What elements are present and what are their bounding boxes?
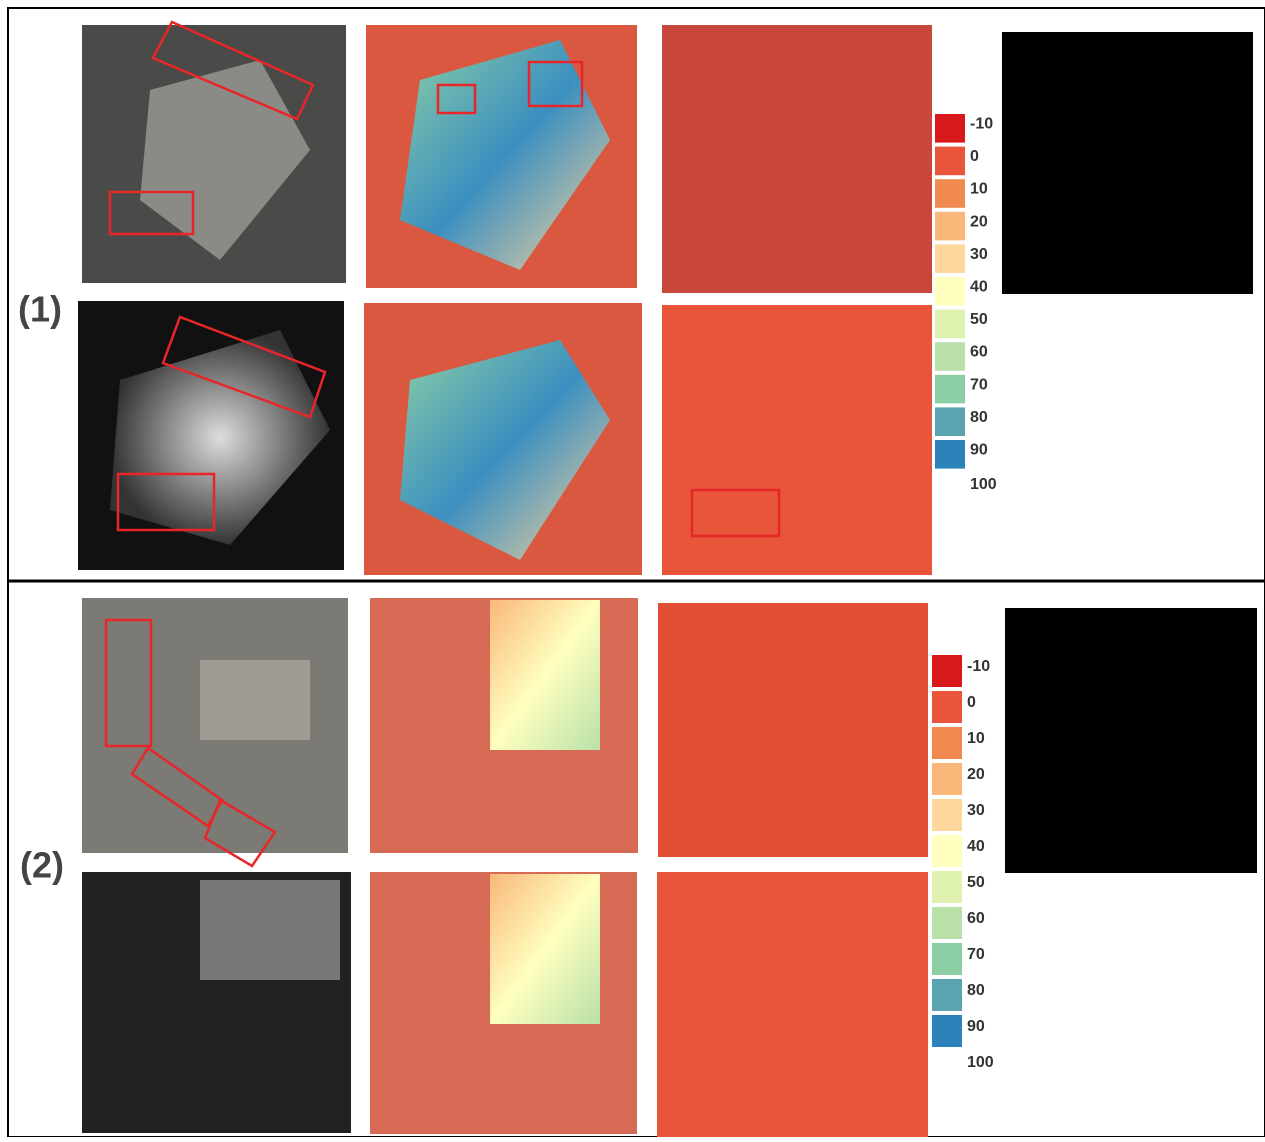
- legend-swatch: [935, 146, 965, 176]
- legend-label: 0: [967, 694, 976, 711]
- legend-label: 10: [970, 181, 988, 198]
- legend-label: 70: [967, 946, 985, 963]
- legend-swatch: [932, 727, 962, 759]
- building: [110, 330, 330, 545]
- legend-swatch: [932, 1015, 962, 1047]
- legend-swatch: [932, 691, 962, 723]
- legend-swatch: [932, 907, 962, 939]
- legend: -10 0 10 20 30 40 50 60 70 80 90 100: [932, 655, 994, 1071]
- legend-label: 60: [970, 344, 988, 361]
- legend-label: -10: [970, 116, 993, 133]
- legend-label: 90: [970, 442, 988, 459]
- legend-swatch: [932, 835, 962, 867]
- legend-label: 90: [967, 1018, 985, 1035]
- legend-label: 30: [967, 802, 985, 819]
- legend-swatch: [935, 114, 965, 143]
- building: [400, 40, 610, 270]
- binary-mask: [1002, 32, 1253, 294]
- legend-label: 40: [967, 838, 985, 855]
- highlight-box: [527, 60, 584, 108]
- legend-swatch: [935, 277, 965, 306]
- legend-label: 40: [970, 279, 988, 296]
- legend-label: 80: [967, 982, 985, 999]
- legend-label: 30: [970, 246, 988, 263]
- building: [490, 874, 600, 1024]
- panel-1: (1) -10 0 10 20 30 40 50 60 70 80 90 100: [18, 20, 1253, 575]
- building: [200, 880, 340, 980]
- legend-label: 100: [967, 1054, 994, 1071]
- legend-swatch: [935, 407, 965, 436]
- legend-label: 100: [970, 476, 997, 493]
- highlight-box: [690, 488, 781, 538]
- highlight-box: [151, 20, 315, 121]
- legend-swatch: [935, 211, 965, 241]
- legend-swatch: [932, 871, 962, 903]
- highlight-box: [104, 618, 153, 748]
- highlight-box: [161, 315, 327, 419]
- highlight-box: [108, 190, 195, 236]
- error-map: [658, 603, 928, 857]
- legend-swatch: [935, 309, 965, 339]
- error-map: [662, 305, 932, 575]
- legend: -10 0 10 20 30 40 50 60 70 80 90 100: [935, 114, 997, 493]
- legend-swatch: [935, 179, 965, 208]
- roof: [200, 660, 310, 740]
- legend-swatch: [935, 374, 965, 404]
- roof: [140, 60, 310, 260]
- legend-label: 20: [967, 766, 985, 783]
- legend-label: 60: [967, 910, 985, 927]
- highlight-box: [436, 83, 477, 115]
- legend-swatch: [935, 342, 965, 371]
- legend-swatch: [932, 799, 962, 831]
- building: [400, 340, 610, 560]
- binary-mask: [1005, 608, 1257, 873]
- legend-label: 50: [967, 874, 985, 891]
- legend-swatch: [932, 943, 962, 975]
- legend-label: 70: [970, 376, 988, 393]
- legend-swatch: [932, 979, 962, 1011]
- legend-swatch: [932, 763, 962, 795]
- panel-2: (2) -10 0 10 20 30 40 50 60 70 80 90 100: [20, 598, 1257, 1137]
- legend-label: 20: [970, 213, 988, 230]
- legend-label: 80: [970, 409, 988, 426]
- legend-label: 10: [967, 730, 985, 747]
- legend-label: 0: [970, 148, 979, 165]
- panel-label: (2): [20, 845, 64, 886]
- building: [490, 600, 600, 750]
- highlight-box: [130, 746, 224, 828]
- legend-swatch: [935, 440, 965, 469]
- highlight-box: [203, 798, 277, 868]
- highlight-box: [116, 472, 216, 532]
- error-map: [662, 25, 932, 293]
- legend-swatch: [932, 655, 962, 687]
- error-map: [657, 872, 928, 1137]
- legend-label: -10: [967, 658, 990, 675]
- panel-label: (1): [18, 289, 62, 330]
- legend-swatch: [935, 244, 965, 273]
- legend-label: 50: [970, 311, 988, 328]
